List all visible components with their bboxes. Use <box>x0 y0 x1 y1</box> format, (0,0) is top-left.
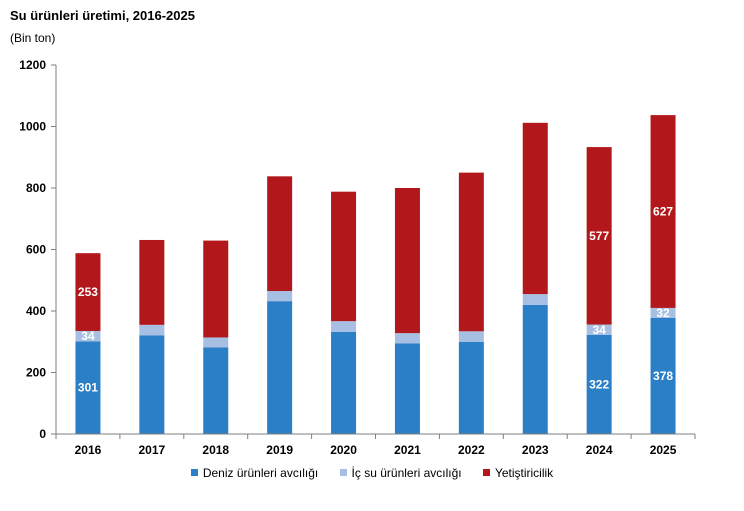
bar-segment-2024-series-2 <box>586 147 612 325</box>
data-label-2024-series-0: 322 <box>589 377 609 391</box>
bar-segment-2023-series-0 <box>522 304 548 434</box>
x-tick-label: 2020 <box>330 443 357 457</box>
bar-segment-2016-series-1 <box>75 330 101 342</box>
bar-segment-2024-series-1 <box>586 324 612 335</box>
bar-segment-2018-series-0 <box>203 347 229 434</box>
bar-segment-2023-series-2 <box>522 122 548 295</box>
y-tick-label: 200 <box>26 366 46 380</box>
bar-segment-2017-series-0 <box>139 335 165 434</box>
legend-swatch-deniz <box>190 469 198 477</box>
bar-segment-2022-series-1 <box>458 331 484 342</box>
x-tick-label: 2018 <box>202 443 229 457</box>
x-tick-label: 2016 <box>75 443 102 457</box>
bar-segment-2024-series-0 <box>586 334 612 434</box>
y-tick-label: 0 <box>39 427 46 441</box>
bar-segment-2025-series-0 <box>650 317 676 434</box>
legend-swatch-ic-su <box>339 469 347 477</box>
bar-segment-2018-series-1 <box>203 337 229 348</box>
legend: Deniz ürünleri avcılığı İç su ürünleri a… <box>0 466 744 480</box>
x-tick-label: 2022 <box>458 443 485 457</box>
bar-segment-2021-series-2 <box>394 188 420 334</box>
legend-item-deniz: Deniz ürünleri avcılığı <box>190 466 319 480</box>
data-label-2025-series-0: 378 <box>653 369 673 383</box>
bar-segment-2017-series-2 <box>139 239 165 325</box>
bar-segment-2016-series-2 <box>75 253 101 331</box>
data-label-2016-series-2: 253 <box>78 285 98 299</box>
bar-segment-2018-series-2 <box>203 240 229 338</box>
bar-segment-2021-series-1 <box>394 333 420 344</box>
bar-segment-2025-series-1 <box>650 307 676 318</box>
data-label-2024-series-1: 34 <box>592 323 606 337</box>
bar-segment-2022-series-2 <box>458 172 484 332</box>
y-tick-label: 400 <box>26 304 46 318</box>
legend-item-yetistiricilik: Yetiştiricilik <box>482 466 554 480</box>
data-label-2016-series-0: 301 <box>78 381 98 395</box>
data-labels: 301 34 253 322 34 577 378 32 627 <box>78 205 673 395</box>
x-tick-label: 2025 <box>650 443 677 457</box>
x-tick-label: 2021 <box>394 443 421 457</box>
bar-segment-2019-series-2 <box>267 176 293 292</box>
legend-label-ic-su: İç su ürünleri avcılığı <box>351 466 462 480</box>
y-tick-label: 1200 <box>19 58 46 72</box>
bar-segment-2025-series-2 <box>650 115 676 308</box>
bar-segment-2019-series-1 <box>267 291 293 302</box>
y-tick-label: 1000 <box>19 120 46 134</box>
x-tick-label: 2017 <box>138 443 165 457</box>
legend-label-deniz: Deniz ürünleri avcılığı <box>202 466 319 480</box>
bar-segment-2020-series-1 <box>331 321 357 332</box>
legend-item-ic-su: İç su ürünleri avcılığı <box>339 466 462 480</box>
legend-label-yetistiricilik: Yetiştiricilik <box>494 466 554 480</box>
data-label-2024-series-2: 577 <box>589 229 609 243</box>
bar-segment-2017-series-1 <box>139 324 165 336</box>
bar-segment-2023-series-1 <box>522 294 548 305</box>
bar-segment-2021-series-0 <box>394 343 420 434</box>
bar-segment-2019-series-0 <box>267 301 293 434</box>
data-label-2025-series-1: 32 <box>656 306 670 320</box>
bar-segment-2016-series-0 <box>75 341 101 434</box>
bar-segment-2020-series-0 <box>331 331 357 434</box>
data-label-2016-series-1: 34 <box>81 329 95 343</box>
chart-unit-subtitle: (Bin ton) <box>10 31 56 45</box>
x-tick-label: 2019 <box>266 443 293 457</box>
x-tick-label: 2023 <box>522 443 549 457</box>
x-axis: 2016 2017 2018 2019 2020 2021 2022 2023 2024 2025 <box>55 433 696 457</box>
bar-segment-2020-series-2 <box>331 191 357 322</box>
x-tick-label: 2024 <box>586 443 613 457</box>
y-tick-label: 600 <box>26 243 46 257</box>
bars <box>75 115 676 434</box>
legend-swatch-yetistiricilik <box>482 469 490 477</box>
y-tick-label: 800 <box>26 181 46 195</box>
stacked-bar-chart: 0 200 400 600 800 1000 1200 301 34 253 322 34 577 37… <box>19 58 696 457</box>
chart-title: Su ürünleri üretimi, 2016-2025 <box>10 8 195 23</box>
bar-segment-2022-series-0 <box>458 341 484 434</box>
data-label-2025-series-2: 627 <box>653 205 673 219</box>
y-axis: 0 200 400 600 800 1000 1200 <box>19 58 57 441</box>
